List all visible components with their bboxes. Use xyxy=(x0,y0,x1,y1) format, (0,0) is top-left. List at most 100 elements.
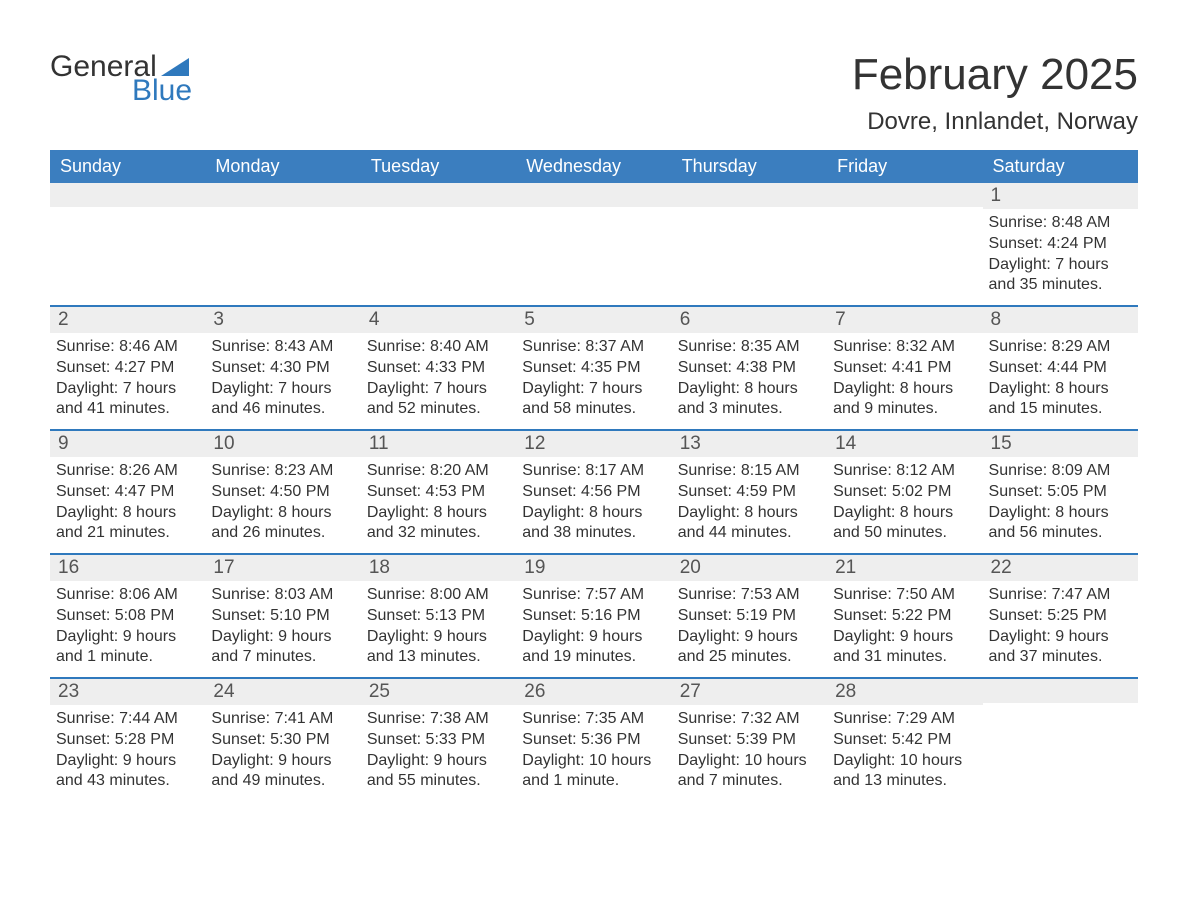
day-number: 16 xyxy=(50,555,205,581)
day-cell xyxy=(205,183,360,305)
info-line: and 1 minute. xyxy=(522,771,665,792)
logo: General Blue xyxy=(50,50,192,108)
info-line: Daylight: 7 hours xyxy=(367,379,510,400)
day-info: Sunrise: 7:38 AMSunset: 5:33 PMDaylight:… xyxy=(367,705,510,792)
day-info: Sunrise: 8:06 AMSunset: 5:08 PMDaylight:… xyxy=(56,581,199,668)
info-line: Sunset: 4:24 PM xyxy=(989,234,1132,255)
day-number: 17 xyxy=(205,555,360,581)
info-line: and 13 minutes. xyxy=(367,647,510,668)
info-line: Sunset: 4:44 PM xyxy=(989,358,1132,379)
week-row: 9Sunrise: 8:26 AMSunset: 4:47 PMDaylight… xyxy=(50,429,1138,553)
day-info: Sunrise: 8:20 AMSunset: 4:53 PMDaylight:… xyxy=(367,457,510,544)
day-number xyxy=(205,183,360,207)
info-line: Sunrise: 8:48 AM xyxy=(989,213,1132,234)
info-line: and 44 minutes. xyxy=(678,523,821,544)
day-info: Sunrise: 8:35 AMSunset: 4:38 PMDaylight:… xyxy=(678,333,821,420)
week-row: 16Sunrise: 8:06 AMSunset: 5:08 PMDayligh… xyxy=(50,553,1138,677)
info-line: Daylight: 10 hours xyxy=(833,751,976,772)
info-line: Daylight: 8 hours xyxy=(678,503,821,524)
info-line: and 43 minutes. xyxy=(56,771,199,792)
day-cell: 15Sunrise: 8:09 AMSunset: 5:05 PMDayligh… xyxy=(983,431,1138,553)
day-cell: 10Sunrise: 8:23 AMSunset: 4:50 PMDayligh… xyxy=(205,431,360,553)
day-cell xyxy=(672,183,827,305)
day-number: 14 xyxy=(827,431,982,457)
day-cell: 18Sunrise: 8:00 AMSunset: 5:13 PMDayligh… xyxy=(361,555,516,677)
info-line: and 49 minutes. xyxy=(211,771,354,792)
day-number: 25 xyxy=(361,679,516,705)
day-number: 22 xyxy=(983,555,1138,581)
day-info: Sunrise: 7:50 AMSunset: 5:22 PMDaylight:… xyxy=(833,581,976,668)
info-line: Daylight: 8 hours xyxy=(522,503,665,524)
info-line: Sunset: 4:35 PM xyxy=(522,358,665,379)
info-line: Sunset: 4:30 PM xyxy=(211,358,354,379)
info-line: Sunrise: 8:43 AM xyxy=(211,337,354,358)
info-line: Sunset: 4:53 PM xyxy=(367,482,510,503)
day-info: Sunrise: 8:17 AMSunset: 4:56 PMDaylight:… xyxy=(522,457,665,544)
info-line: Sunrise: 7:50 AM xyxy=(833,585,976,606)
day-cell xyxy=(361,183,516,305)
day-info: Sunrise: 8:32 AMSunset: 4:41 PMDaylight:… xyxy=(833,333,976,420)
info-line: and 15 minutes. xyxy=(989,399,1132,420)
week-row: 1Sunrise: 8:48 AMSunset: 4:24 PMDaylight… xyxy=(50,183,1138,305)
day-cell: 27Sunrise: 7:32 AMSunset: 5:39 PMDayligh… xyxy=(672,679,827,801)
info-line: Sunset: 4:33 PM xyxy=(367,358,510,379)
day-header-cell: Friday xyxy=(827,150,982,183)
day-header-cell: Sunday xyxy=(50,150,205,183)
info-line: and 7 minutes. xyxy=(211,647,354,668)
day-info: Sunrise: 8:29 AMSunset: 4:44 PMDaylight:… xyxy=(989,333,1132,420)
info-line: Sunset: 5:25 PM xyxy=(989,606,1132,627)
info-line: Sunrise: 8:06 AM xyxy=(56,585,199,606)
info-line: Sunset: 4:56 PM xyxy=(522,482,665,503)
info-line: Sunrise: 8:37 AM xyxy=(522,337,665,358)
info-line: Daylight: 8 hours xyxy=(989,379,1132,400)
day-cell: 17Sunrise: 8:03 AMSunset: 5:10 PMDayligh… xyxy=(205,555,360,677)
info-line: Daylight: 9 hours xyxy=(678,627,821,648)
day-number: 28 xyxy=(827,679,982,705)
info-line: and 35 minutes. xyxy=(989,275,1132,296)
info-line: Sunrise: 7:47 AM xyxy=(989,585,1132,606)
info-line: Sunset: 5:28 PM xyxy=(56,730,199,751)
day-info: Sunrise: 8:40 AMSunset: 4:33 PMDaylight:… xyxy=(367,333,510,420)
info-line: Sunrise: 7:57 AM xyxy=(522,585,665,606)
info-line: and 52 minutes. xyxy=(367,399,510,420)
info-line: Sunset: 5:10 PM xyxy=(211,606,354,627)
info-line: Daylight: 9 hours xyxy=(989,627,1132,648)
day-number: 21 xyxy=(827,555,982,581)
info-line: Sunrise: 8:29 AM xyxy=(989,337,1132,358)
info-line: and 50 minutes. xyxy=(833,523,976,544)
day-info: Sunrise: 7:35 AMSunset: 5:36 PMDaylight:… xyxy=(522,705,665,792)
day-cell xyxy=(516,183,671,305)
info-line: Sunrise: 8:20 AM xyxy=(367,461,510,482)
day-info: Sunrise: 8:48 AMSunset: 4:24 PMDaylight:… xyxy=(989,209,1132,296)
info-line: Sunrise: 7:53 AM xyxy=(678,585,821,606)
info-line: and 58 minutes. xyxy=(522,399,665,420)
info-line: Daylight: 7 hours xyxy=(56,379,199,400)
day-cell xyxy=(983,679,1138,801)
day-info: Sunrise: 8:46 AMSunset: 4:27 PMDaylight:… xyxy=(56,333,199,420)
info-line: Sunset: 5:02 PM xyxy=(833,482,976,503)
day-number: 27 xyxy=(672,679,827,705)
day-header-cell: Saturday xyxy=(983,150,1138,183)
week-row: 2Sunrise: 8:46 AMSunset: 4:27 PMDaylight… xyxy=(50,305,1138,429)
info-line: Sunrise: 7:32 AM xyxy=(678,709,821,730)
info-line: Daylight: 9 hours xyxy=(522,627,665,648)
info-line: Sunset: 4:47 PM xyxy=(56,482,199,503)
day-header-cell: Monday xyxy=(205,150,360,183)
info-line: and 1 minute. xyxy=(56,647,199,668)
day-info: Sunrise: 7:44 AMSunset: 5:28 PMDaylight:… xyxy=(56,705,199,792)
day-cell: 3Sunrise: 8:43 AMSunset: 4:30 PMDaylight… xyxy=(205,307,360,429)
info-line: Sunrise: 8:00 AM xyxy=(367,585,510,606)
info-line: Sunrise: 7:44 AM xyxy=(56,709,199,730)
day-cell: 21Sunrise: 7:50 AMSunset: 5:22 PMDayligh… xyxy=(827,555,982,677)
day-cell: 13Sunrise: 8:15 AMSunset: 4:59 PMDayligh… xyxy=(672,431,827,553)
info-line: and 55 minutes. xyxy=(367,771,510,792)
day-header-row: SundayMondayTuesdayWednesdayThursdayFrid… xyxy=(50,150,1138,183)
day-number: 4 xyxy=(361,307,516,333)
info-line: and 41 minutes. xyxy=(56,399,199,420)
calendar: SundayMondayTuesdayWednesdayThursdayFrid… xyxy=(50,150,1138,801)
info-line: Sunrise: 8:46 AM xyxy=(56,337,199,358)
info-line: Daylight: 9 hours xyxy=(833,627,976,648)
day-cell: 9Sunrise: 8:26 AMSunset: 4:47 PMDaylight… xyxy=(50,431,205,553)
day-number: 12 xyxy=(516,431,671,457)
day-cell xyxy=(50,183,205,305)
